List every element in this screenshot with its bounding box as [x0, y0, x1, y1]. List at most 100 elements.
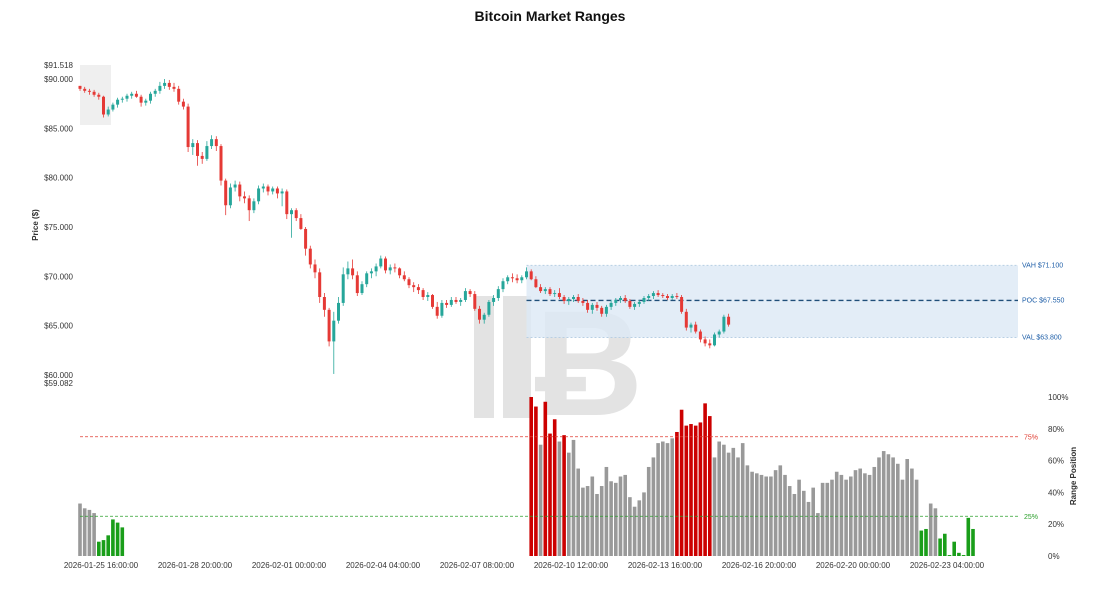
- candle-body: [698, 331, 702, 340]
- candle-body: [449, 299, 453, 305]
- candle-body: [181, 101, 185, 107]
- candle-body: [271, 188, 275, 192]
- candle-body: [713, 334, 716, 346]
- candle-body: [332, 320, 336, 342]
- candle-body: [506, 277, 510, 282]
- range-position-bar: [82, 508, 87, 556]
- range-tick-label: 0%: [1048, 552, 1060, 561]
- candle-body: [379, 258, 383, 267]
- poc-label: POC $67.550: [1022, 297, 1065, 304]
- candle-body: [407, 279, 411, 286]
- candle-body: [567, 298, 571, 301]
- range-position-bar: [891, 457, 895, 556]
- chart-title: Bitcoin Market Ranges: [474, 8, 626, 24]
- candle-body: [97, 94, 101, 97]
- candle-body: [144, 100, 148, 103]
- candle-body: [163, 82, 167, 86]
- candle-body: [172, 86, 176, 89]
- candle-body: [210, 139, 214, 147]
- range-position-bar: [802, 490, 806, 556]
- range-position-bar: [703, 403, 707, 556]
- range-position-bar: [830, 479, 834, 556]
- candle-body: [543, 289, 547, 292]
- range-position-bar: [562, 435, 566, 556]
- candle-body: [426, 295, 430, 298]
- range-position-bar: [571, 439, 576, 556]
- range-position-bar: [614, 482, 618, 556]
- range-position-bar: [97, 541, 101, 556]
- candle-body: [576, 297, 580, 301]
- range-position-bar: [585, 486, 590, 556]
- range-position-bar: [938, 538, 942, 556]
- range-position-bar: [106, 535, 110, 556]
- range-position-bar: [905, 459, 909, 556]
- candle-body: [633, 303, 637, 307]
- range-position-bar: [858, 468, 862, 556]
- candle-body: [304, 228, 308, 249]
- range-axis-title: Range Position: [1069, 447, 1078, 505]
- range-position-bar: [698, 422, 703, 556]
- candle-body: [224, 180, 228, 206]
- range-position-bar: [924, 528, 928, 556]
- range-position-bar: [576, 468, 580, 556]
- candle-body: [619, 297, 622, 300]
- range-position-bar: [684, 425, 689, 556]
- candle-body: [247, 198, 251, 211]
- x-tick-label: 2026-02-20 00:00:00: [816, 561, 891, 570]
- candle-body: [177, 88, 181, 102]
- range-position-bar: [609, 481, 613, 556]
- candle-body: [191, 143, 195, 148]
- candle-body: [572, 297, 575, 299]
- candle-body: [609, 302, 613, 307]
- candle-body: [402, 275, 406, 280]
- candle-body: [238, 184, 242, 197]
- vah-label: VAH $71.100: [1022, 262, 1063, 269]
- candle-body: [628, 300, 632, 307]
- range-position-bar: [820, 482, 825, 556]
- range-position-bar: [581, 487, 585, 556]
- candle-body: [327, 309, 331, 342]
- range-position-bar: [534, 406, 538, 556]
- range-position-bar: [115, 522, 120, 556]
- price-tick-label: $85.000: [44, 124, 73, 133]
- candle-body: [459, 299, 463, 302]
- price-tick-label: $65.000: [44, 322, 73, 331]
- range-position-bar: [693, 425, 698, 556]
- range-position-bar: [604, 466, 609, 556]
- candle-body: [341, 274, 345, 303]
- candle-body: [454, 299, 458, 302]
- range-position-bar: [538, 444, 543, 556]
- range-position-bar: [933, 508, 938, 556]
- candle-body: [722, 316, 726, 332]
- candle-body: [595, 304, 599, 308]
- candle-body: [360, 284, 364, 294]
- candle-body: [111, 104, 115, 110]
- range-position-bar: [595, 493, 599, 556]
- candle-body: [318, 272, 322, 298]
- candle-body: [102, 96, 105, 115]
- range-position-bar: [646, 466, 651, 556]
- range-position-bar: [642, 492, 646, 556]
- range-position-bar: [543, 401, 548, 556]
- range-position-bar: [966, 517, 971, 556]
- x-tick-label: 2026-02-13 16:00:00: [628, 561, 703, 570]
- candle-body: [647, 296, 651, 298]
- price-tick-label: $90.000: [44, 75, 73, 84]
- candle-body: [656, 293, 660, 296]
- candle-body: [120, 98, 124, 100]
- range-position-bar: [111, 519, 115, 556]
- range-position-bar: [740, 443, 745, 556]
- candle-body: [412, 285, 416, 288]
- range-position-bar: [778, 465, 783, 556]
- range-position-bar: [712, 457, 717, 556]
- range-position-bar: [548, 433, 552, 556]
- candle-body: [313, 264, 317, 273]
- range-position-bar: [886, 454, 891, 556]
- range-position-bar: [120, 527, 125, 556]
- range-position-bar: [567, 452, 571, 556]
- range-position-bar: [853, 470, 858, 556]
- candle-body: [257, 188, 261, 202]
- candle-body: [365, 273, 369, 285]
- candle-body: [351, 268, 355, 276]
- range-position-bar: [623, 474, 627, 556]
